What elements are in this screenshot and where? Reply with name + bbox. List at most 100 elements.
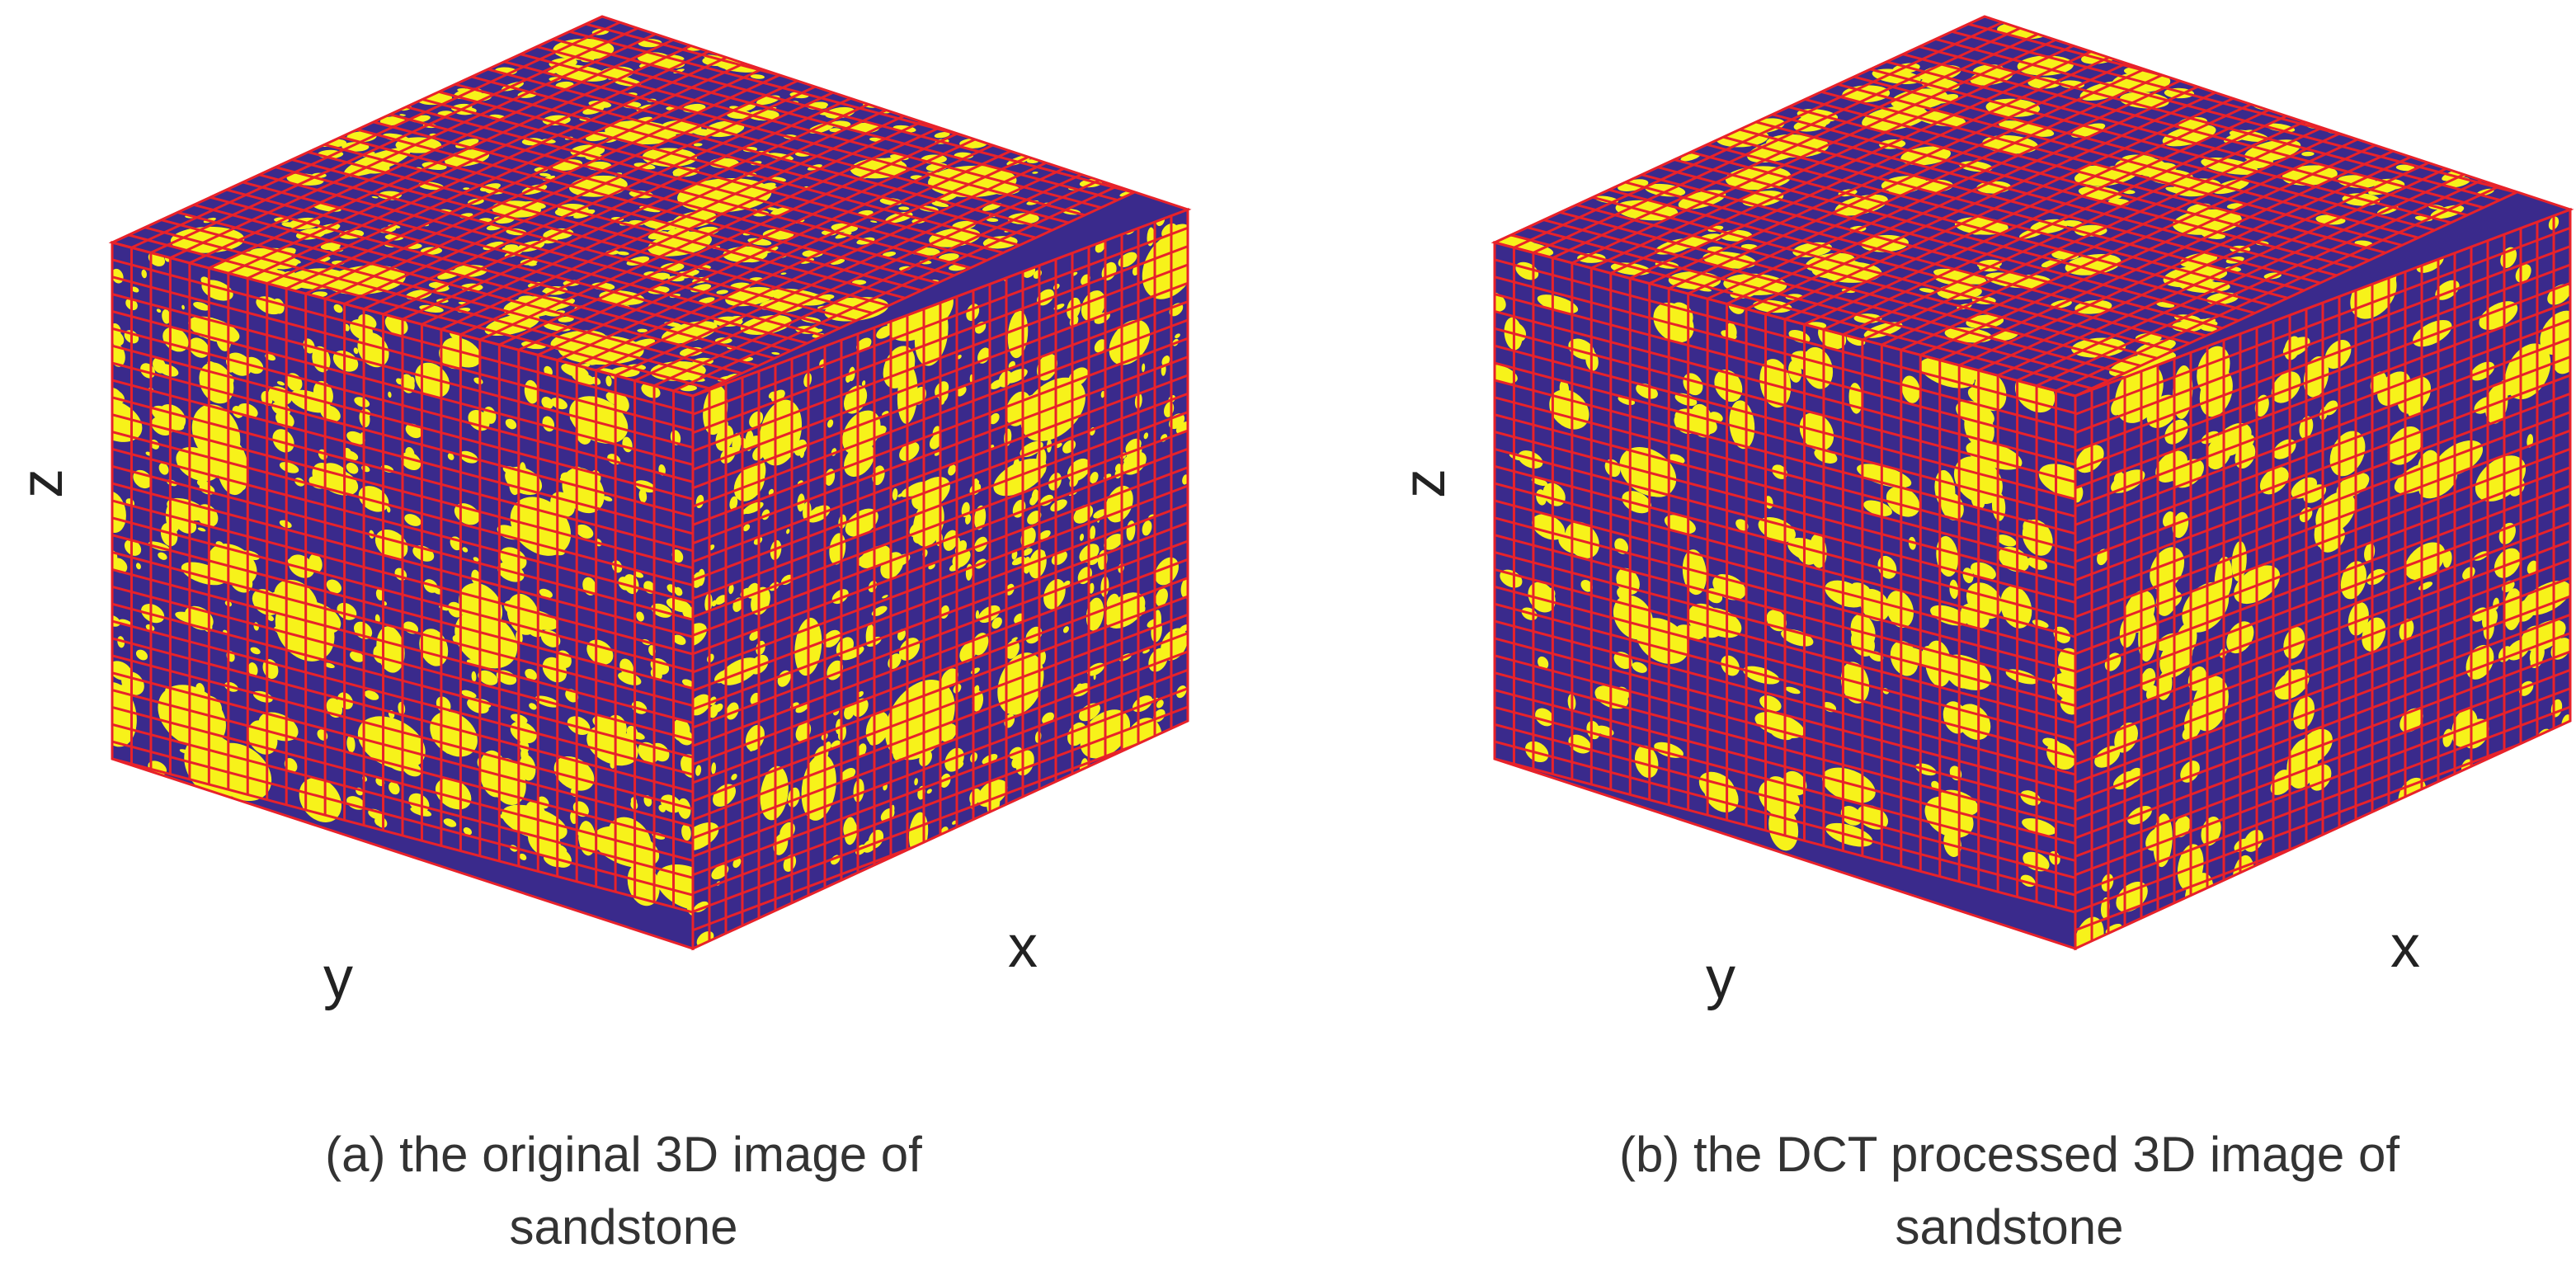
pore [2038,464,2075,498]
pore [638,39,662,48]
pore [1934,94,1959,104]
grid-line [112,705,693,862]
pore [294,607,314,619]
pore [673,897,683,902]
pore [1032,172,1038,174]
grid-line [693,687,1188,877]
pore [354,397,370,407]
pore [610,762,615,769]
pore [626,256,650,266]
pore [1949,579,1959,600]
pore [353,347,359,355]
pore [750,692,761,705]
grid-line [2016,153,2508,382]
grid-line [672,163,1165,393]
pore [1135,768,1150,789]
pore [2458,156,2499,169]
pore [715,595,728,605]
pore [2060,696,2075,715]
pore [861,380,866,387]
pore [2468,162,2495,171]
pore [410,376,415,384]
pore [991,617,1002,629]
grid-line [1935,37,2517,194]
pore [750,74,765,79]
pore [382,133,409,142]
pore [346,735,356,753]
pore [131,286,139,293]
axis-label-z: z [9,469,75,498]
pore [698,297,715,304]
pore [153,357,167,374]
pore [388,391,392,398]
pore [1139,167,1147,171]
pore [1674,393,1698,407]
pore [1079,534,1085,541]
pore [681,824,691,841]
pore [230,332,237,340]
pore [681,679,693,687]
pore [2212,178,2249,195]
pore [405,446,415,459]
pore [1176,634,1188,649]
pore [364,690,379,700]
pore [2135,333,2162,343]
pore [1022,548,1033,556]
pore [1580,579,1594,592]
pore [1147,751,1166,774]
pore [1754,712,1805,739]
pore [605,375,612,387]
pore [2324,112,2357,124]
pore [1862,105,1928,131]
pore [732,858,742,869]
pore [358,486,389,512]
pore [181,304,185,310]
pore [558,316,574,323]
pore [288,554,315,578]
pore [914,778,918,786]
grid-line [693,723,1188,913]
pore [539,588,553,599]
pore [1946,552,1957,567]
pore [1634,745,1659,778]
pore [1531,478,1548,487]
axis-label-x: x [2390,914,2420,980]
pore [1090,472,1099,484]
pore [1057,784,1076,798]
pore [1104,534,1123,550]
grid-line [1978,143,2470,372]
pore [2513,178,2547,191]
grid-line [2075,705,2570,895]
pore [748,110,779,121]
pore [919,750,932,767]
pore [856,553,872,567]
pore [929,435,942,450]
pore [463,187,470,191]
pore [1920,78,1960,91]
pore [570,811,577,824]
pore [633,572,644,578]
pore [2070,123,2106,138]
pore [374,817,384,826]
pore [1758,517,1797,543]
pore [605,722,618,734]
pore [973,685,980,694]
pore [709,704,719,718]
pore [162,309,171,324]
pore [926,326,944,338]
pore [2165,186,2192,195]
pore [2163,511,2175,528]
pore [1093,509,1107,519]
cube-face [693,210,1188,949]
pore [965,514,972,525]
pore [658,275,668,280]
pore [826,419,834,428]
pore [521,201,546,210]
pore [893,716,902,735]
pore [419,304,444,313]
pore [934,132,950,139]
pore [1596,725,1614,737]
pore [1753,299,1792,313]
